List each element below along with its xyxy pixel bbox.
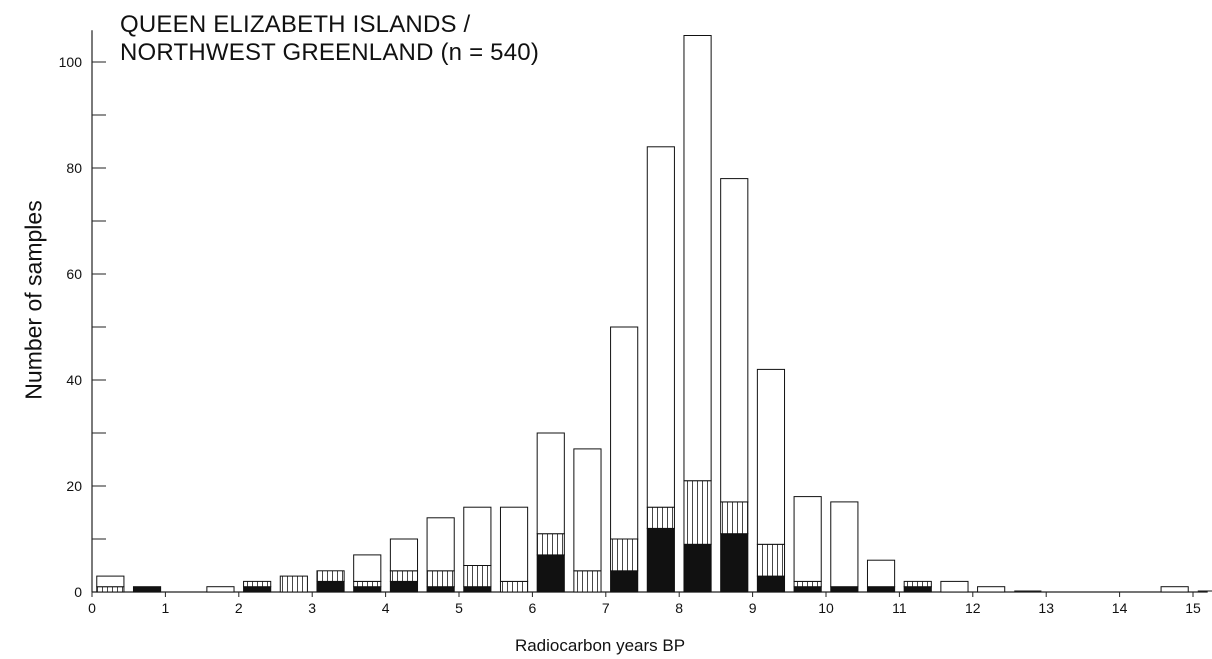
bar-segment-open xyxy=(353,554,382,582)
x-tick-label: 3 xyxy=(308,600,316,616)
bar-segment-vertical-hatch xyxy=(279,575,308,593)
bar-segment-vertical-hatch xyxy=(389,570,419,582)
bar-segment-solid xyxy=(756,575,786,593)
y-tick-label: 100 xyxy=(59,54,83,70)
bar-segment-open xyxy=(646,146,675,508)
y-tick-label: 20 xyxy=(66,478,82,494)
bar-segment-solid xyxy=(536,554,565,593)
bar-segment-open xyxy=(866,559,896,588)
x-tick-label: 7 xyxy=(602,600,610,616)
bar-segment-vertical-hatch xyxy=(463,565,492,588)
bar-segment-solid xyxy=(610,570,639,593)
bar-segment-vertical-hatch xyxy=(96,586,125,593)
x-tick-label: 6 xyxy=(529,600,537,616)
bar-segment-solid xyxy=(720,533,749,593)
y-tick-label: 40 xyxy=(66,372,82,388)
y-tick-label: 80 xyxy=(66,160,82,176)
bar-segment-open xyxy=(96,575,125,588)
bar-segment-open xyxy=(756,368,786,545)
y-tick-label: 60 xyxy=(66,266,82,282)
bar-segment-solid xyxy=(683,543,712,593)
bar-segment-open xyxy=(1160,586,1189,593)
x-tick-label: 5 xyxy=(455,600,463,616)
bar-segment-vertical-hatch xyxy=(793,580,822,588)
bar-segment-open xyxy=(793,496,822,582)
bar-segment-vertical-hatch xyxy=(316,570,345,582)
bar-segment-solid xyxy=(353,586,382,593)
bar-segment-solid xyxy=(389,580,419,593)
bar-segment-solid xyxy=(316,580,345,593)
axes xyxy=(91,30,1208,597)
bar-segment-open xyxy=(426,517,455,572)
bar-segment-open xyxy=(720,178,749,503)
bar-segment-vertical-hatch xyxy=(646,506,675,529)
bar-segment-open xyxy=(573,448,602,572)
bar-segment-vertical-hatch xyxy=(353,580,382,588)
x-tick-label: 4 xyxy=(382,600,390,616)
x-tick-label: 13 xyxy=(1038,600,1054,616)
x-tick-label: 15 xyxy=(1185,600,1201,616)
y-axis-label: Number of samples xyxy=(20,200,47,400)
x-tick-label: 1 xyxy=(162,600,170,616)
bar-segment-open xyxy=(977,586,1006,593)
bar-segment-open xyxy=(463,506,492,567)
bar-segment-open xyxy=(610,326,639,540)
bar-segment-open xyxy=(389,538,419,572)
x-tick-label: 2 xyxy=(235,600,243,616)
x-tick-label: 9 xyxy=(749,600,757,616)
bar-segment-open xyxy=(830,501,859,588)
bar-segment-vertical-hatch xyxy=(426,570,455,588)
bar-segment-solid xyxy=(903,586,932,593)
x-tick-label: 0 xyxy=(88,600,96,616)
bar-segment-solid xyxy=(866,586,896,593)
bar-segment-vertical-hatch xyxy=(683,480,712,545)
bar-segment-solid xyxy=(793,586,822,593)
bar-segment-open xyxy=(940,580,969,593)
y-tick-label: 0 xyxy=(74,584,82,600)
x-tick-label: 11 xyxy=(892,600,907,616)
x-axis-label: Radiocarbon years BP xyxy=(514,636,686,655)
bar-segment-vertical-hatch xyxy=(573,570,602,593)
bar-segment-vertical-hatch xyxy=(903,580,932,588)
bar-segment-solid xyxy=(426,586,455,593)
bar-segment-open xyxy=(499,506,529,582)
chart-title-line-1: QUEEN ELIZABETH ISLANDS / xyxy=(120,11,471,38)
x-tick-label: 12 xyxy=(965,600,981,616)
bar-segment-solid xyxy=(132,586,162,593)
bar-segment-solid xyxy=(830,586,859,593)
bars xyxy=(96,35,1212,593)
bar-segment-vertical-hatch xyxy=(610,538,639,572)
x-tick-label: 14 xyxy=(1112,600,1128,616)
bar-segment-open xyxy=(683,35,712,482)
bar-segment-solid xyxy=(463,586,492,593)
x-tick-label: 8 xyxy=(675,600,683,616)
bar-segment-open xyxy=(206,586,235,593)
chart-title-line-2: NORTHWEST GREENLAND (n = 540) xyxy=(120,39,540,66)
x-tick-label: 10 xyxy=(818,600,834,616)
bar-segment-vertical-hatch xyxy=(536,533,565,556)
bar-segment-vertical-hatch xyxy=(720,501,749,535)
bar-segment-open xyxy=(536,432,565,535)
bar-segment-vertical-hatch xyxy=(499,580,529,593)
bar-segment-solid xyxy=(243,586,272,593)
bar-segment-solid xyxy=(646,527,675,593)
bar-segment-vertical-hatch xyxy=(756,543,786,577)
bar-segment-vertical-hatch xyxy=(243,580,272,588)
